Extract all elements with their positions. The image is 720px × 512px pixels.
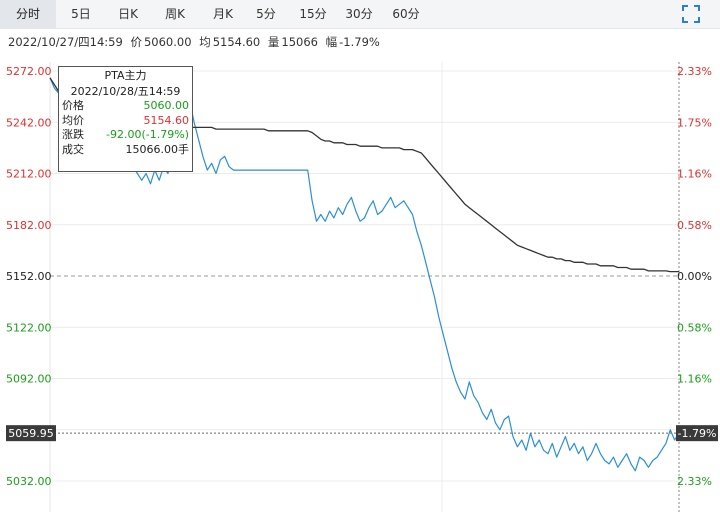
- info-avg-label: 均: [199, 35, 211, 49]
- tab-5-day[interactable]: 5日: [71, 7, 91, 21]
- y-tick-label-left: 5092.00: [6, 373, 52, 386]
- y-tick-label-left: 5152.00: [6, 270, 52, 283]
- expand-corners-icon[interactable]: [682, 5, 700, 23]
- y-tick-label-left: 5272.00: [6, 65, 52, 78]
- y-tick-label-right: 2.33%: [677, 65, 712, 78]
- tab-5-min[interactable]: 5分: [256, 7, 276, 21]
- tooltip-value: 15066.00手: [125, 142, 190, 156]
- y-tick-label-right: 0.58%: [677, 219, 712, 232]
- y-tick-label-right: 1.16%: [677, 168, 712, 181]
- y-tick-label-left: 5242.00: [6, 116, 52, 129]
- info-price: 5060.00: [143, 35, 192, 49]
- tooltip-key: 成交: [62, 142, 84, 156]
- tooltip-title: PTA主力: [104, 69, 147, 82]
- current-price-label: 5059.95: [8, 427, 54, 440]
- current-pct-label: -1.79%: [678, 427, 717, 440]
- tab-weekly-k[interactable]: 周K: [165, 7, 185, 21]
- price-info-bar: 2022/10/27/四14:59 价 5060.00 均 5154.60 量 150…: [8, 33, 384, 51]
- info-datetime: 2022/10/27/四14:59: [8, 35, 123, 49]
- tooltip-key: 均价: [62, 113, 84, 127]
- tab-60-min[interactable]: 60分: [392, 7, 420, 21]
- tab-intraday[interactable]: 分时: [0, 0, 56, 28]
- period-tab-bar: 分时 5日 日K 周K 月K 5分 15分 30分 60分: [0, 0, 720, 29]
- y-tick-label-right: 1.75%: [677, 116, 712, 129]
- tooltip-row-avg: 均价 5154.60: [59, 114, 192, 129]
- info-avg: 5154.60: [212, 35, 261, 49]
- info-range: -1.79%: [339, 35, 380, 49]
- y-tick-label-right: 0.00%: [677, 270, 712, 283]
- y-tick-label-right: 0.58%: [677, 321, 712, 334]
- y-tick-label-left: 5182.00: [6, 219, 52, 232]
- info-vol: 15066: [281, 35, 318, 49]
- y-tick-label-left: 5212.00: [6, 168, 52, 181]
- tooltip-value: -92.00(-1.79%): [106, 128, 189, 141]
- crosshair-tooltip: PTA主力 2022/10/28/五14:59 价格 5060.00 均价 5154…: [58, 66, 193, 172]
- current-pct-badge: [676, 425, 718, 442]
- current-price-badge: [6, 425, 56, 442]
- tooltip-key: 价格: [62, 99, 84, 112]
- tooltip-row-price: 价格 5060.00: [59, 99, 192, 114]
- y-tick-label-right: 2.33%: [677, 475, 712, 488]
- tab-daily-k[interactable]: 日K: [118, 7, 138, 21]
- y-tick-label-left: 5032.00: [6, 475, 52, 488]
- tab-monthly-k[interactable]: 月K: [213, 7, 233, 21]
- tooltip-key: 涨跌: [62, 128, 84, 141]
- info-range-label: 幅: [325, 35, 338, 49]
- tooltip-value: 5060.00: [143, 99, 190, 112]
- tab-30-min[interactable]: 30分: [345, 7, 373, 21]
- tab-15-min[interactable]: 15分: [299, 7, 327, 21]
- info-vol-label: 量: [267, 35, 280, 49]
- tooltip-value: 5154.60: [143, 113, 190, 127]
- tooltip-row-volume: 成交 15066.00手: [59, 143, 192, 158]
- y-tick-label-right: 1.16%: [677, 373, 712, 386]
- y-tick-label-left: 5122.00: [6, 321, 52, 334]
- info-price-label: 价: [130, 35, 142, 49]
- tooltip-datetime: 2022/10/28/五14:59: [70, 85, 181, 98]
- tooltip-row-change: 涨跌 -92.00(-1.79%): [59, 128, 192, 143]
